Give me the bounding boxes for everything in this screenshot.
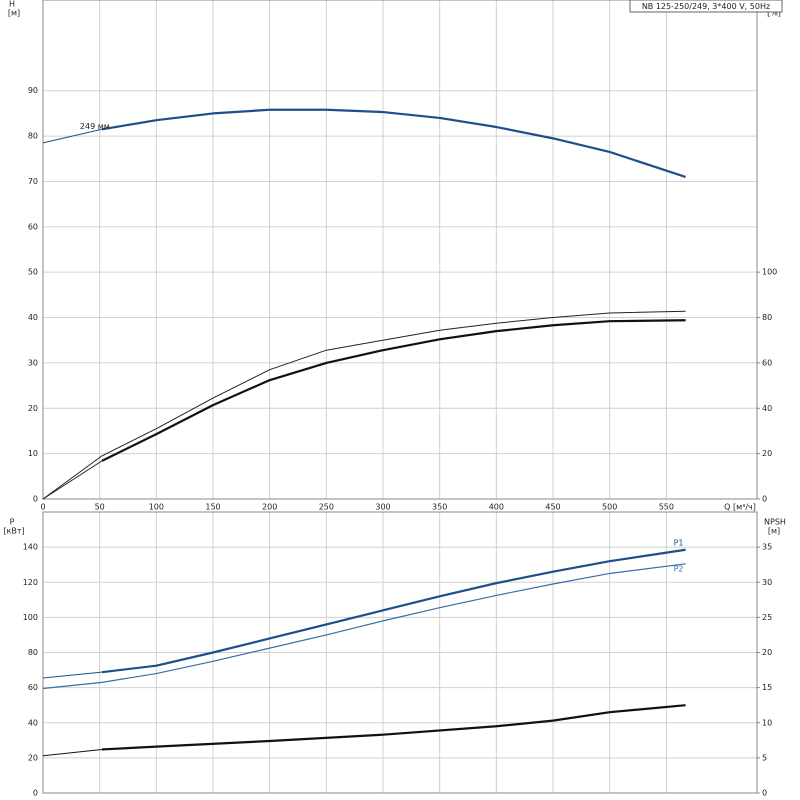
y2-tick-label: 20	[762, 648, 772, 657]
x-tick-label: 0	[40, 503, 45, 512]
y-axis-label: P	[10, 518, 15, 527]
y2-tick-label: 30	[762, 578, 772, 587]
curve	[101, 548, 686, 674]
y-tick-label: 120	[23, 578, 38, 587]
y2-tick-label: 100	[762, 268, 777, 277]
y-tick-label: 90	[28, 86, 38, 95]
y-tick-label: 10	[28, 449, 38, 458]
x-tick-label: 300	[375, 503, 390, 512]
y2-axis-unit: [%]	[767, 9, 781, 18]
curve	[42, 310, 686, 500]
y2-tick-label: 20	[762, 449, 772, 458]
y-tick-label: 30	[28, 358, 38, 367]
y2-axis-unit: [м]	[768, 527, 780, 536]
curve	[42, 460, 103, 500]
y-tick-label: 140	[23, 543, 38, 552]
y2-tick-label: 0	[762, 789, 767, 798]
y-tick-label: 20	[28, 753, 38, 762]
x-tick-label: 500	[602, 503, 617, 512]
plot-frame	[42, 511, 758, 794]
curve	[101, 704, 686, 751]
curve-label: P1	[674, 538, 684, 547]
y-tick-label: 60	[28, 683, 38, 692]
curve	[42, 748, 102, 757]
x-tick-label: 450	[545, 503, 560, 512]
y2-tick-label: 0	[762, 495, 767, 504]
y2-tick-label: 35	[762, 543, 772, 552]
y2-tick-label: 5	[762, 753, 767, 762]
chart-title: NB 125-250/249, 3*400 V, 50Hz	[642, 2, 770, 11]
y-tick-label: 70	[28, 177, 38, 186]
y-tick-label: 60	[28, 222, 38, 231]
x-tick-label: 150	[205, 503, 220, 512]
curve	[101, 319, 686, 462]
y-tick-label: 0	[33, 789, 38, 798]
x-axis-label: Q [м³/ч]	[724, 503, 756, 512]
y-axis-unit: [кВт]	[3, 527, 24, 536]
y-tick-label: 20	[28, 404, 38, 413]
y2-tick-label: 10	[762, 718, 772, 727]
y2-tick-label: 15	[762, 683, 772, 692]
curve	[42, 671, 102, 679]
x-tick-label: 50	[95, 503, 105, 512]
x-tick-label: 400	[489, 503, 504, 512]
y2-tick-label: 60	[762, 358, 772, 367]
y-tick-label: 40	[28, 313, 38, 322]
x-tick-label: 250	[319, 503, 334, 512]
y-axis-unit: [м]	[8, 9, 20, 18]
x-tick-label: 350	[432, 503, 447, 512]
y-tick-label: 100	[23, 613, 38, 622]
y2-tick-label: 40	[762, 404, 772, 413]
y-tick-label: 80	[28, 132, 38, 141]
curve-label: P2	[674, 564, 684, 573]
x-tick-label: 550	[659, 503, 674, 512]
curve	[42, 563, 686, 690]
x-tick-label: 200	[262, 503, 277, 512]
title-box	[629, 0, 783, 13]
curve	[42, 128, 103, 144]
y-tick-label: 40	[28, 718, 38, 727]
curve-label: 249 мм	[80, 122, 110, 131]
y-tick-label: 80	[28, 648, 38, 657]
y-axis-label: H	[9, 0, 15, 9]
x-tick-label: 100	[149, 503, 164, 512]
y2-tick-label: 25	[762, 613, 772, 622]
curve	[101, 108, 686, 178]
y2-axis-label: NPSH	[764, 518, 786, 527]
y2-tick-label: 80	[762, 313, 772, 322]
y-tick-label: 0	[33, 495, 38, 504]
y-tick-label: 50	[28, 268, 38, 277]
plot-frame	[42, 0, 758, 500]
